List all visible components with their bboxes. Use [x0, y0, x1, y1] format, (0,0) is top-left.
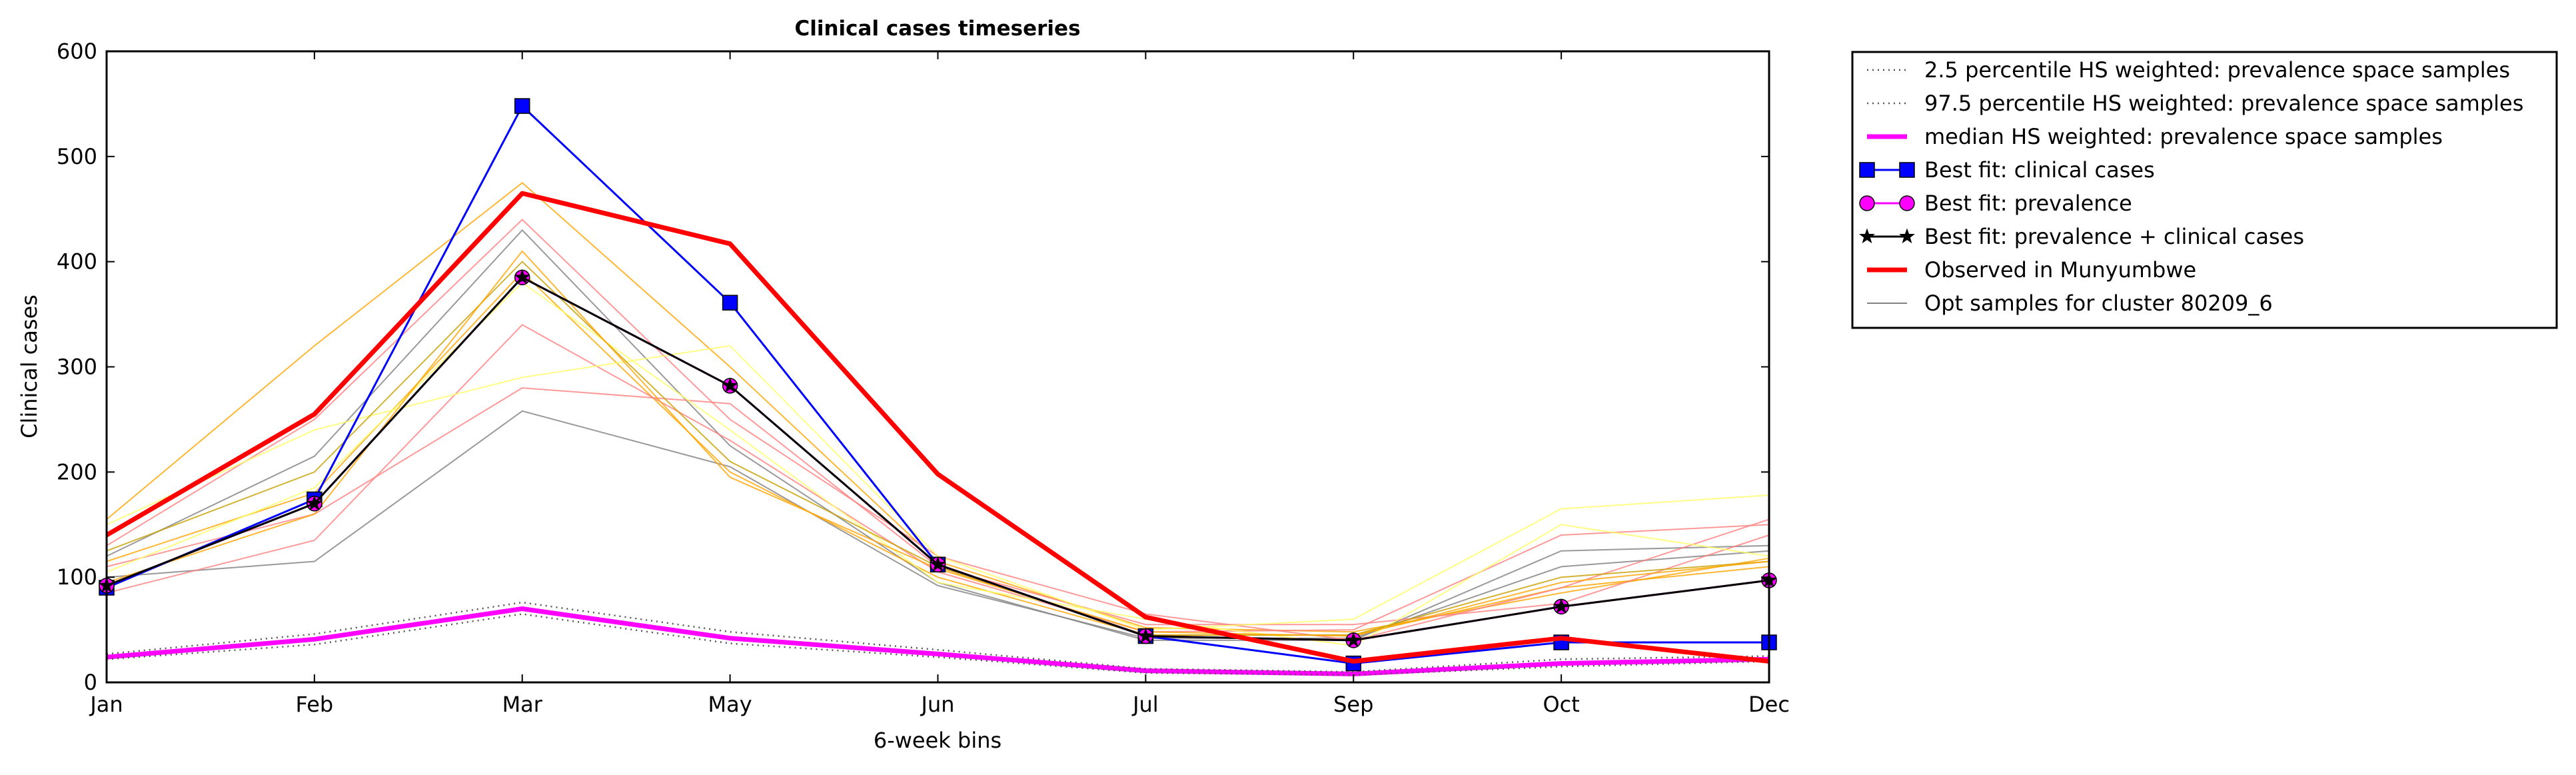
- series-4-point-4: [722, 295, 738, 311]
- legend-entry-2: 97.5 percentile HS weighted: prevalence …: [1867, 91, 2523, 116]
- legend-marker-end-4: [1899, 162, 1915, 178]
- legend-entry-3: median HS weighted: prevalence space sam…: [1867, 124, 2443, 149]
- y-tick-label-4: 300: [57, 355, 97, 380]
- legend-frame: [1851, 51, 2558, 329]
- x-tick-label-8: Oct: [1543, 692, 1579, 717]
- y-tick-label-2: 100: [57, 564, 97, 590]
- legend-label-7: Observed in Munyumbwe: [1924, 257, 2196, 283]
- x-tick-label-3: Mar: [502, 692, 543, 717]
- chart-title: Clinical cases timeseries: [794, 17, 1080, 41]
- legend-label-8: Opt samples for cluster 80209_6: [1924, 291, 2273, 316]
- x-tick-label-5: Jun: [920, 692, 955, 717]
- legend-label-3: median HS weighted: prevalence space sam…: [1924, 124, 2443, 149]
- opt-sample-line-2: [106, 410, 1770, 639]
- legend-entry-8: Opt samples for cluster 80209_6: [1867, 291, 2273, 316]
- legend-label-4: Best fit: clinical cases: [1924, 157, 2155, 183]
- x-tick-label-7: Sep: [1333, 692, 1373, 717]
- y-axis-label: Clinical cases: [17, 295, 42, 438]
- y-tick-label-6: 500: [57, 144, 97, 169]
- series-6-point-2: [307, 495, 322, 510]
- x-tick-label-6: Jul: [1131, 692, 1159, 717]
- series-line-2: [106, 601, 1770, 673]
- series-line-3: [106, 606, 1770, 676]
- opt-sample-line-8: [106, 345, 1770, 631]
- x-tick-label-4: May: [708, 692, 752, 717]
- legend-entry-1: 2.5 percentile HS weighted: prevalence s…: [1867, 57, 2510, 83]
- legend-entry-6: Best fit: prevalence + clinical cases: [1859, 224, 2304, 249]
- series-3: [106, 606, 1770, 676]
- y-tick-label-3: 200: [57, 459, 97, 484]
- legend-label-6: Best fit: prevalence + clinical cases: [1924, 224, 2304, 249]
- opt-sample-line-9: [106, 281, 1770, 646]
- series-6-point-6: [1137, 628, 1154, 643]
- series-line-7: [105, 191, 1770, 664]
- series-1: [106, 613, 1770, 676]
- x-tick-label-2: Feb: [296, 692, 334, 717]
- series-4-point-3: [514, 98, 530, 114]
- y-tick-label-7: 600: [57, 39, 97, 64]
- series-line-1: [106, 613, 1770, 676]
- series-7: [105, 191, 1770, 664]
- x-axis-label: 6-week bins: [874, 728, 1001, 753]
- legend-entry-5: Best fit: prevalence: [1859, 191, 2132, 216]
- legend: 2.5 percentile HS weighted: prevalence s…: [1851, 51, 2558, 329]
- series-6-point-5: [930, 556, 946, 572]
- legend-marker-end-6: [1899, 228, 1915, 244]
- series-2: [106, 601, 1770, 673]
- x-tick-label-9: Dec: [1748, 692, 1790, 717]
- legend-label-1: 2.5 percentile HS weighted: prevalence s…: [1924, 57, 2510, 83]
- legend-entry-7: Observed in Munyumbwe: [1867, 257, 2196, 283]
- y-tick-label-1: 0: [84, 670, 97, 695]
- legend-marker-end-5: [1899, 195, 1915, 211]
- legend-label-5: Best fit: prevalence: [1924, 191, 2132, 216]
- x-tick-label-1: Jan: [89, 692, 123, 717]
- series-6-point-3: [514, 269, 530, 285]
- series-6-point-8: [1553, 598, 1569, 614]
- y-tick-label-5: 400: [57, 249, 97, 275]
- legend-marker-start-4: [1859, 162, 1875, 178]
- legend-marker-start-5: [1859, 195, 1875, 211]
- legend-label-2: 97.5 percentile HS weighted: prevalence …: [1924, 91, 2523, 116]
- series-6-point-7: [1345, 632, 1362, 648]
- legend-marker-start-6: [1859, 228, 1875, 244]
- legend-entry-4: Best fit: clinical cases: [1859, 157, 2155, 183]
- series-6-point-4: [722, 377, 738, 392]
